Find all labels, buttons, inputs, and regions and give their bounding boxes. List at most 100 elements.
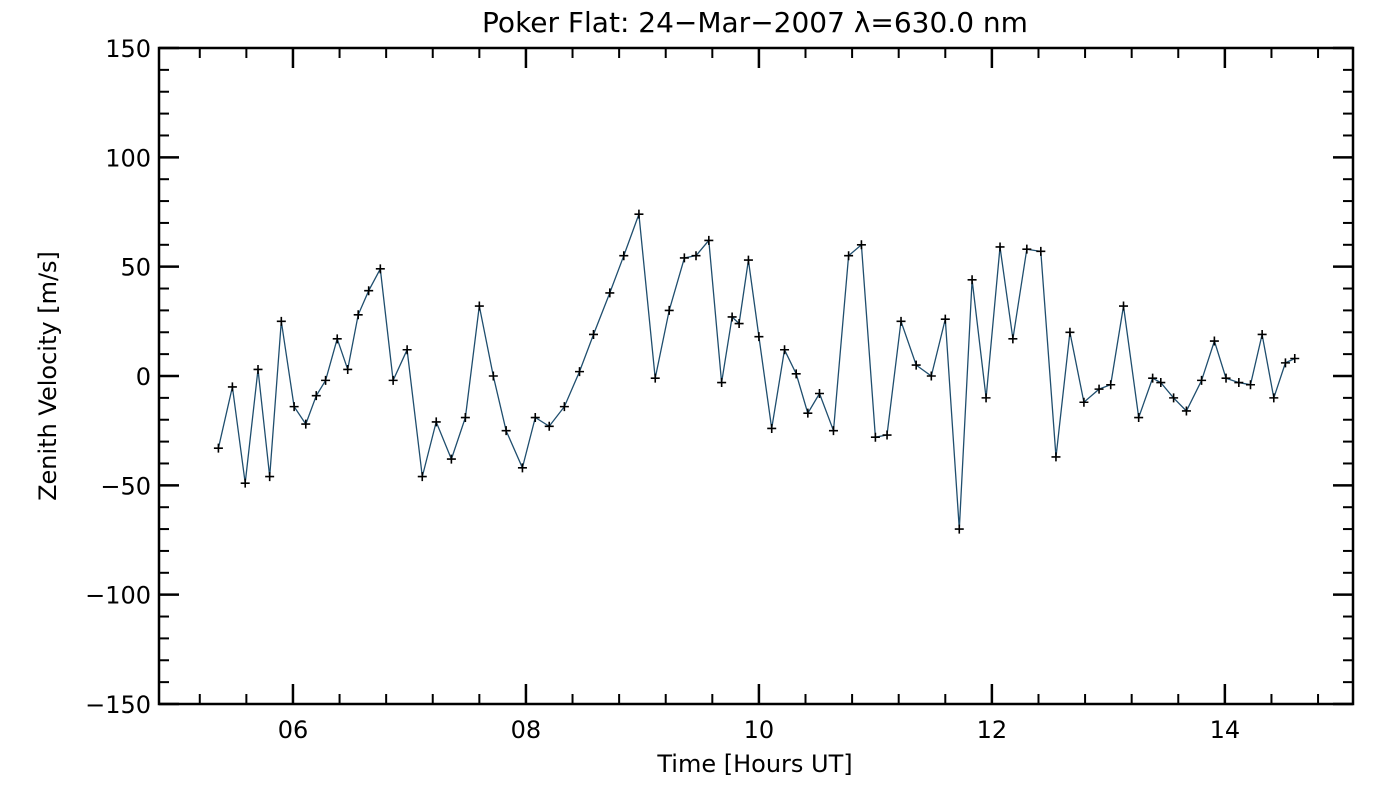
data-point-marker xyxy=(727,312,737,322)
series-line xyxy=(217,213,1296,530)
data-point-marker xyxy=(575,367,585,377)
data-point-marker xyxy=(926,371,936,381)
y-tick-label: −100 xyxy=(85,582,151,610)
data-point-marker xyxy=(650,373,660,383)
data-point-marker xyxy=(814,388,824,398)
data-point-marker xyxy=(289,402,299,412)
data-point-marker xyxy=(605,288,615,298)
data-point-marker xyxy=(1065,327,1075,337)
x-tick-label: 08 xyxy=(511,716,542,744)
y-tick-label: 150 xyxy=(105,35,151,63)
data-point-marker xyxy=(1094,384,1104,394)
data-point-marker xyxy=(780,345,790,355)
x-tick-label: 14 xyxy=(1210,716,1241,744)
data-point-marker xyxy=(240,478,250,488)
data-point-marker xyxy=(321,375,331,385)
data-point-marker xyxy=(791,369,801,379)
data-point-marker xyxy=(343,364,353,374)
data-point-marker xyxy=(431,417,441,427)
data-point-marker xyxy=(896,316,906,326)
data-point-marker xyxy=(488,371,498,381)
chart-title: Poker Flat: 24−Mar−2007 λ=630.0 nm xyxy=(482,6,1028,39)
data-point-marker xyxy=(1181,406,1191,416)
data-point-marker xyxy=(1197,375,1207,385)
data-point-marker xyxy=(301,419,311,429)
data-point-marker xyxy=(1022,244,1032,254)
data-point-marker xyxy=(856,240,866,250)
x-axis-label: Time [Hours UT] xyxy=(656,750,852,778)
data-point-marker xyxy=(664,305,674,315)
data-point-marker xyxy=(995,242,1005,252)
data-point-marker xyxy=(1245,380,1255,390)
y-axis-label: Zenith Velocity [m/s] xyxy=(34,251,62,501)
data-point-marker xyxy=(417,472,427,482)
data-point-marker xyxy=(213,443,223,453)
plot-frame xyxy=(157,46,1355,706)
data-point-marker xyxy=(954,524,964,534)
data-point-marker xyxy=(717,378,727,388)
data-point-marker xyxy=(1156,378,1166,388)
data-point-marker xyxy=(388,375,398,385)
data-point-marker xyxy=(1234,378,1244,388)
data-point-marker xyxy=(619,251,629,261)
y-tick-label: −150 xyxy=(85,691,151,719)
data-point-marker xyxy=(1119,301,1129,311)
data-point-marker xyxy=(844,251,854,261)
data-point-marker xyxy=(460,413,470,423)
data-point-marker xyxy=(559,402,569,412)
y-tick-label: 100 xyxy=(105,144,151,172)
y-tick-label: 0 xyxy=(136,363,151,391)
data-point-marker xyxy=(227,382,237,392)
data-point-marker xyxy=(474,301,484,311)
data-point-marker xyxy=(517,463,527,473)
data-point-marker xyxy=(743,255,753,265)
data-point-marker xyxy=(981,393,991,403)
data-point-marker xyxy=(691,251,701,261)
data-point-marker xyxy=(276,316,286,326)
data-point-marker xyxy=(828,426,838,436)
data-point-marker xyxy=(1221,373,1231,383)
data-point-marker xyxy=(1051,452,1061,462)
data-point-marker xyxy=(967,275,977,285)
data-point-marker xyxy=(911,360,921,370)
data-point-marker xyxy=(803,408,813,418)
data-point-marker xyxy=(1079,397,1089,407)
data-point-marker xyxy=(1148,373,1158,383)
data-point-marker xyxy=(364,286,374,296)
data-point-marker xyxy=(446,454,456,464)
data-point-marker xyxy=(1209,336,1219,346)
data-point-marker xyxy=(754,332,764,342)
data-point-marker xyxy=(1036,246,1046,256)
data-point-marker xyxy=(332,334,342,344)
data-point-marker xyxy=(1269,393,1279,403)
data-point-marker xyxy=(265,472,275,482)
data-point-marker xyxy=(501,426,511,436)
data-point-marker xyxy=(544,421,554,431)
plot-area: −150 −100 −50 0 50 100 150 06 08 10 12 14 xyxy=(85,35,1355,744)
data-point-marker xyxy=(734,319,744,329)
data-point-marker xyxy=(402,345,412,355)
data-point-marker xyxy=(767,423,777,433)
data-point-marker xyxy=(940,314,950,324)
data-point-marker xyxy=(1134,413,1144,423)
data-point-marker xyxy=(679,253,689,263)
data-point-marker xyxy=(353,310,363,320)
data-point-marker xyxy=(530,413,540,423)
data-point-marker xyxy=(375,264,385,274)
data-point-marker xyxy=(1106,380,1116,390)
data-point-marker xyxy=(589,329,598,339)
data-point-marker xyxy=(870,432,880,442)
y-tick-label: −50 xyxy=(100,472,151,500)
data-point-marker xyxy=(1280,358,1290,368)
x-tick-label: 12 xyxy=(977,716,1008,744)
data-point-marker xyxy=(704,235,714,245)
data-point-marker xyxy=(1290,354,1300,364)
data-point-marker xyxy=(1008,334,1018,344)
data-point-marker xyxy=(1257,329,1267,339)
x-tick-label: 06 xyxy=(278,716,309,744)
y-tick-label: 50 xyxy=(120,254,151,282)
data-point-marker xyxy=(311,391,321,401)
x-tick-label: 10 xyxy=(744,716,775,744)
data-point-marker xyxy=(882,430,892,440)
